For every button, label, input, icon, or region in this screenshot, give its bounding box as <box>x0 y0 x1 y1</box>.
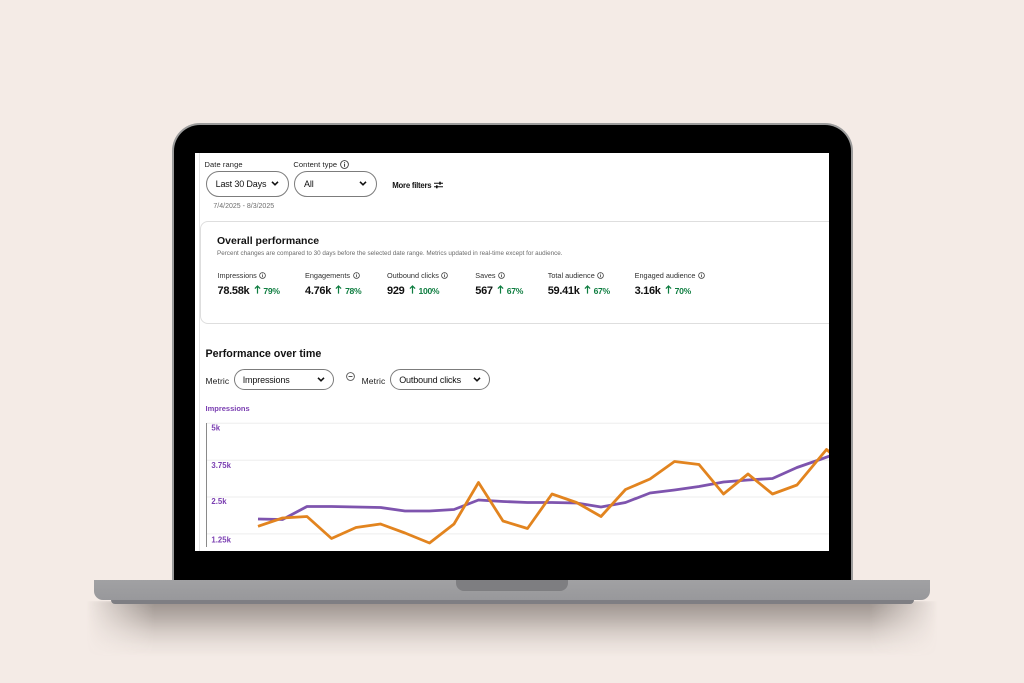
svg-text:2.5k: 2.5k <box>211 497 227 506</box>
svg-text:1.25k: 1.25k <box>211 536 231 545</box>
svg-text:3.75k: 3.75k <box>211 461 231 470</box>
svg-text:5k: 5k <box>211 423 220 432</box>
